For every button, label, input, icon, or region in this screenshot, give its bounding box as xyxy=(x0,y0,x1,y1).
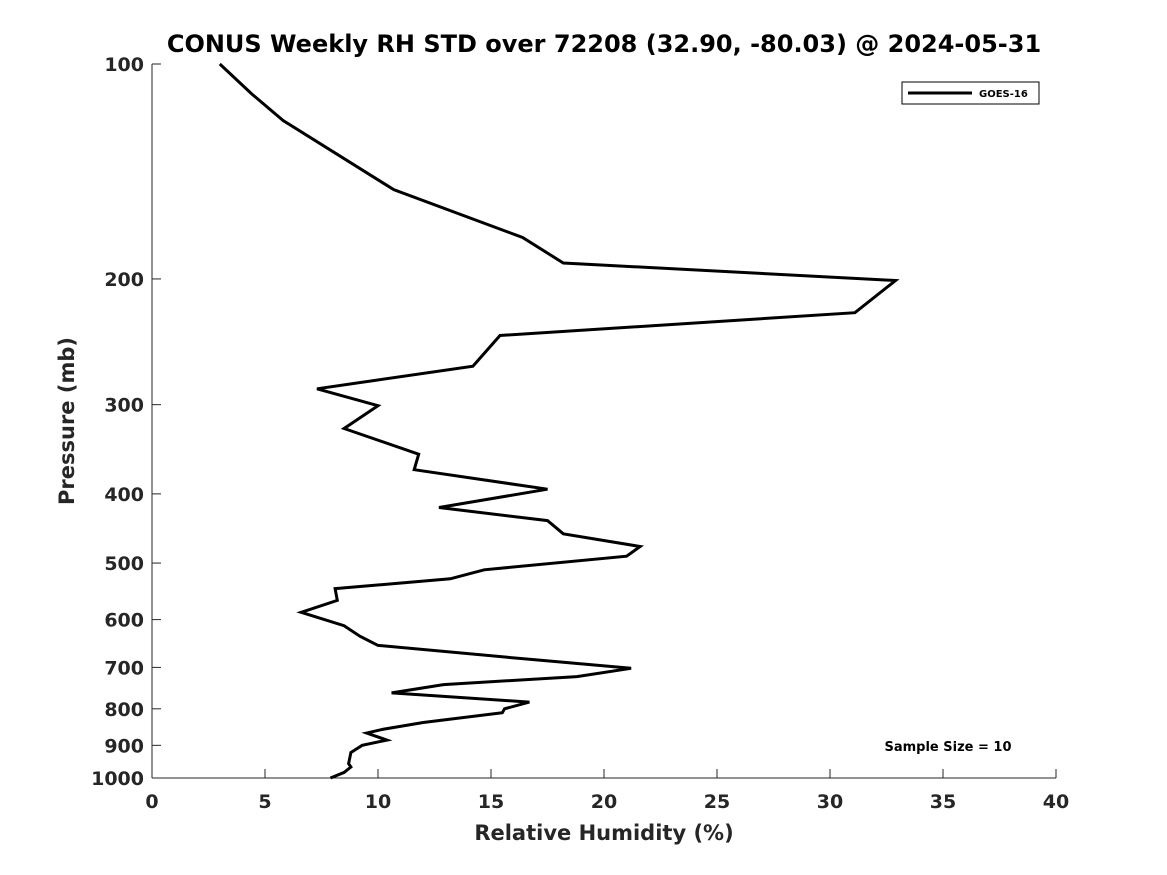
x-tick-label: 15 xyxy=(478,791,504,813)
y-tick-label: 300 xyxy=(104,395,144,417)
x-tick-label: 20 xyxy=(591,791,617,813)
series-layer xyxy=(218,62,900,780)
x-tick-label: 30 xyxy=(817,791,843,813)
y-tick-label: 400 xyxy=(104,484,144,506)
x-tick-label: 35 xyxy=(930,791,956,813)
y-tick-label: 200 xyxy=(104,269,144,291)
y-tick-label: 500 xyxy=(104,553,144,575)
x-tick-label: 5 xyxy=(258,791,271,813)
sample-size-annotation: Sample Size = 10 xyxy=(884,740,1011,755)
axes: 0 5 10 15 20 25 30 35 40 100 200 300 400 500 600 700 800… xyxy=(91,54,1069,813)
legend: GOES-16 xyxy=(901,81,1040,105)
x-tick-label: 10 xyxy=(365,791,391,813)
y-tick-label: 900 xyxy=(104,735,144,757)
y-tick-label: 700 xyxy=(104,657,144,679)
x-axis-label: Relative Humidity (%) xyxy=(474,821,733,845)
plot-area xyxy=(152,64,1056,778)
x-tick-label: 0 xyxy=(145,791,158,813)
chart-title: CONUS Weekly RH STD over 72208 (32.90, -… xyxy=(167,30,1041,58)
x-tick-label: 25 xyxy=(704,791,730,813)
y-tick-label: 100 xyxy=(104,54,144,76)
x-tick-label: 40 xyxy=(1043,791,1069,813)
legend-label-goes-16: GOES-16 xyxy=(979,89,1028,100)
y-tick-label: 800 xyxy=(104,699,144,721)
y-tick-label: 600 xyxy=(104,610,144,632)
y-axis-label: Pressure (mb) xyxy=(55,337,79,505)
series-line-goes-16 xyxy=(218,62,900,780)
y-tick-label: 1000 xyxy=(91,768,144,790)
